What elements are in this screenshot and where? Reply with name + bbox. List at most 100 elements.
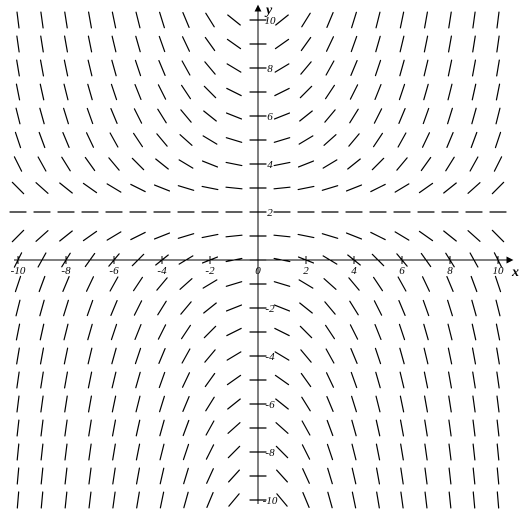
slope-segment bbox=[375, 60, 380, 75]
slope-segment bbox=[159, 36, 164, 51]
x-tick-label: -6 bbox=[109, 265, 119, 277]
slope-segment bbox=[473, 348, 476, 364]
slope-segment bbox=[399, 301, 405, 316]
slope-segment bbox=[496, 300, 500, 316]
slope-segment bbox=[158, 85, 165, 99]
slope-segment bbox=[88, 324, 92, 339]
slope-segment bbox=[275, 352, 289, 360]
slope-segment bbox=[159, 349, 165, 364]
slope-segment bbox=[15, 132, 20, 147]
slope-segment bbox=[14, 157, 21, 171]
slope-segment bbox=[85, 157, 94, 170]
slope-segment bbox=[64, 324, 68, 340]
slope-segment bbox=[497, 348, 500, 364]
y-tick-label: 6 bbox=[267, 111, 273, 123]
slope-segment bbox=[136, 372, 140, 387]
slope-segment bbox=[374, 133, 383, 146]
slope-segment bbox=[64, 300, 69, 315]
slope-segment bbox=[398, 277, 406, 291]
slope-segment bbox=[448, 324, 452, 340]
slope-segment bbox=[65, 36, 68, 52]
slope-segment bbox=[160, 396, 165, 411]
slope-segment bbox=[473, 492, 474, 508]
slope-segment bbox=[449, 36, 452, 52]
slope-segment bbox=[472, 324, 475, 340]
slope-segment bbox=[497, 36, 499, 52]
slope-segment bbox=[113, 468, 115, 484]
slope-segment bbox=[375, 325, 381, 340]
slope-segment bbox=[301, 373, 310, 386]
x-tick-label: 2 bbox=[303, 265, 309, 277]
slope-segment bbox=[41, 420, 43, 436]
slope-segment bbox=[301, 350, 311, 362]
slope-segment bbox=[179, 160, 193, 168]
slope-segment bbox=[41, 60, 44, 76]
slope-segment bbox=[473, 420, 475, 436]
slope-segment bbox=[425, 444, 427, 460]
slope-segment bbox=[448, 348, 451, 364]
slope-segment bbox=[275, 305, 290, 311]
slope-segment bbox=[400, 372, 404, 388]
slope-segment bbox=[274, 162, 290, 165]
slope-segment bbox=[41, 444, 43, 460]
slope-segment bbox=[398, 133, 406, 147]
slope-segment bbox=[131, 232, 145, 239]
slope-segment bbox=[374, 277, 383, 290]
slope-segment bbox=[274, 187, 290, 189]
slope-segment bbox=[205, 62, 215, 74]
slope-segment bbox=[302, 397, 310, 411]
slope-segment bbox=[347, 233, 362, 239]
x-tick-label: -10 bbox=[11, 265, 26, 277]
slope-segment bbox=[401, 420, 404, 436]
slope-segment bbox=[448, 108, 453, 123]
slope-segment bbox=[352, 12, 357, 27]
slope-segment bbox=[299, 280, 313, 288]
slope-segment bbox=[424, 84, 428, 99]
slope-segment bbox=[497, 60, 500, 76]
slope-segment bbox=[227, 305, 242, 311]
slope-segment bbox=[401, 468, 403, 484]
slope-segment bbox=[89, 492, 91, 508]
slope-segment bbox=[473, 444, 475, 460]
slope-segment bbox=[135, 348, 140, 363]
slope-segment bbox=[400, 60, 404, 75]
slope-segment bbox=[328, 492, 332, 507]
slope-segment bbox=[183, 13, 189, 28]
slope-segment bbox=[135, 85, 141, 100]
slope-segment bbox=[449, 468, 451, 484]
slope-segment bbox=[206, 13, 214, 27]
slope-segment bbox=[40, 324, 43, 340]
slope-segment bbox=[376, 420, 379, 436]
slope-segment bbox=[425, 396, 428, 412]
slope-segment bbox=[448, 60, 451, 76]
y-tick-label: -4 bbox=[265, 351, 275, 363]
slope-segment bbox=[64, 348, 67, 364]
slope-segment bbox=[352, 492, 355, 508]
slope-segment bbox=[227, 328, 241, 335]
slope-segment bbox=[497, 396, 499, 412]
x-tick-label: 4 bbox=[351, 265, 357, 277]
slope-segment bbox=[226, 138, 241, 143]
slope-segment bbox=[89, 444, 91, 460]
slope-segment bbox=[277, 494, 287, 506]
slope-segment bbox=[158, 301, 166, 315]
slope-segment bbox=[204, 326, 215, 337]
slope-segment bbox=[112, 396, 115, 412]
slope-segment bbox=[184, 468, 189, 483]
slope-segment bbox=[12, 182, 23, 193]
slope-field-chart: -10-8-6-4-20246810-10-8-6-4-2246810xy bbox=[0, 0, 522, 516]
slope-segment bbox=[88, 348, 92, 364]
slope-segment bbox=[180, 135, 192, 146]
slope-segment bbox=[135, 60, 140, 75]
slope-segment bbox=[83, 183, 96, 192]
slope-segment bbox=[395, 232, 409, 240]
slope-segment bbox=[423, 133, 430, 147]
slope-segment bbox=[204, 111, 216, 121]
slope-segment bbox=[155, 185, 170, 191]
slope-segment bbox=[350, 85, 357, 99]
slope-segment bbox=[424, 324, 428, 339]
slope-segment bbox=[182, 61, 190, 75]
slope-segment bbox=[372, 158, 383, 169]
slope-segment bbox=[131, 184, 145, 191]
slope-segment bbox=[325, 110, 335, 122]
